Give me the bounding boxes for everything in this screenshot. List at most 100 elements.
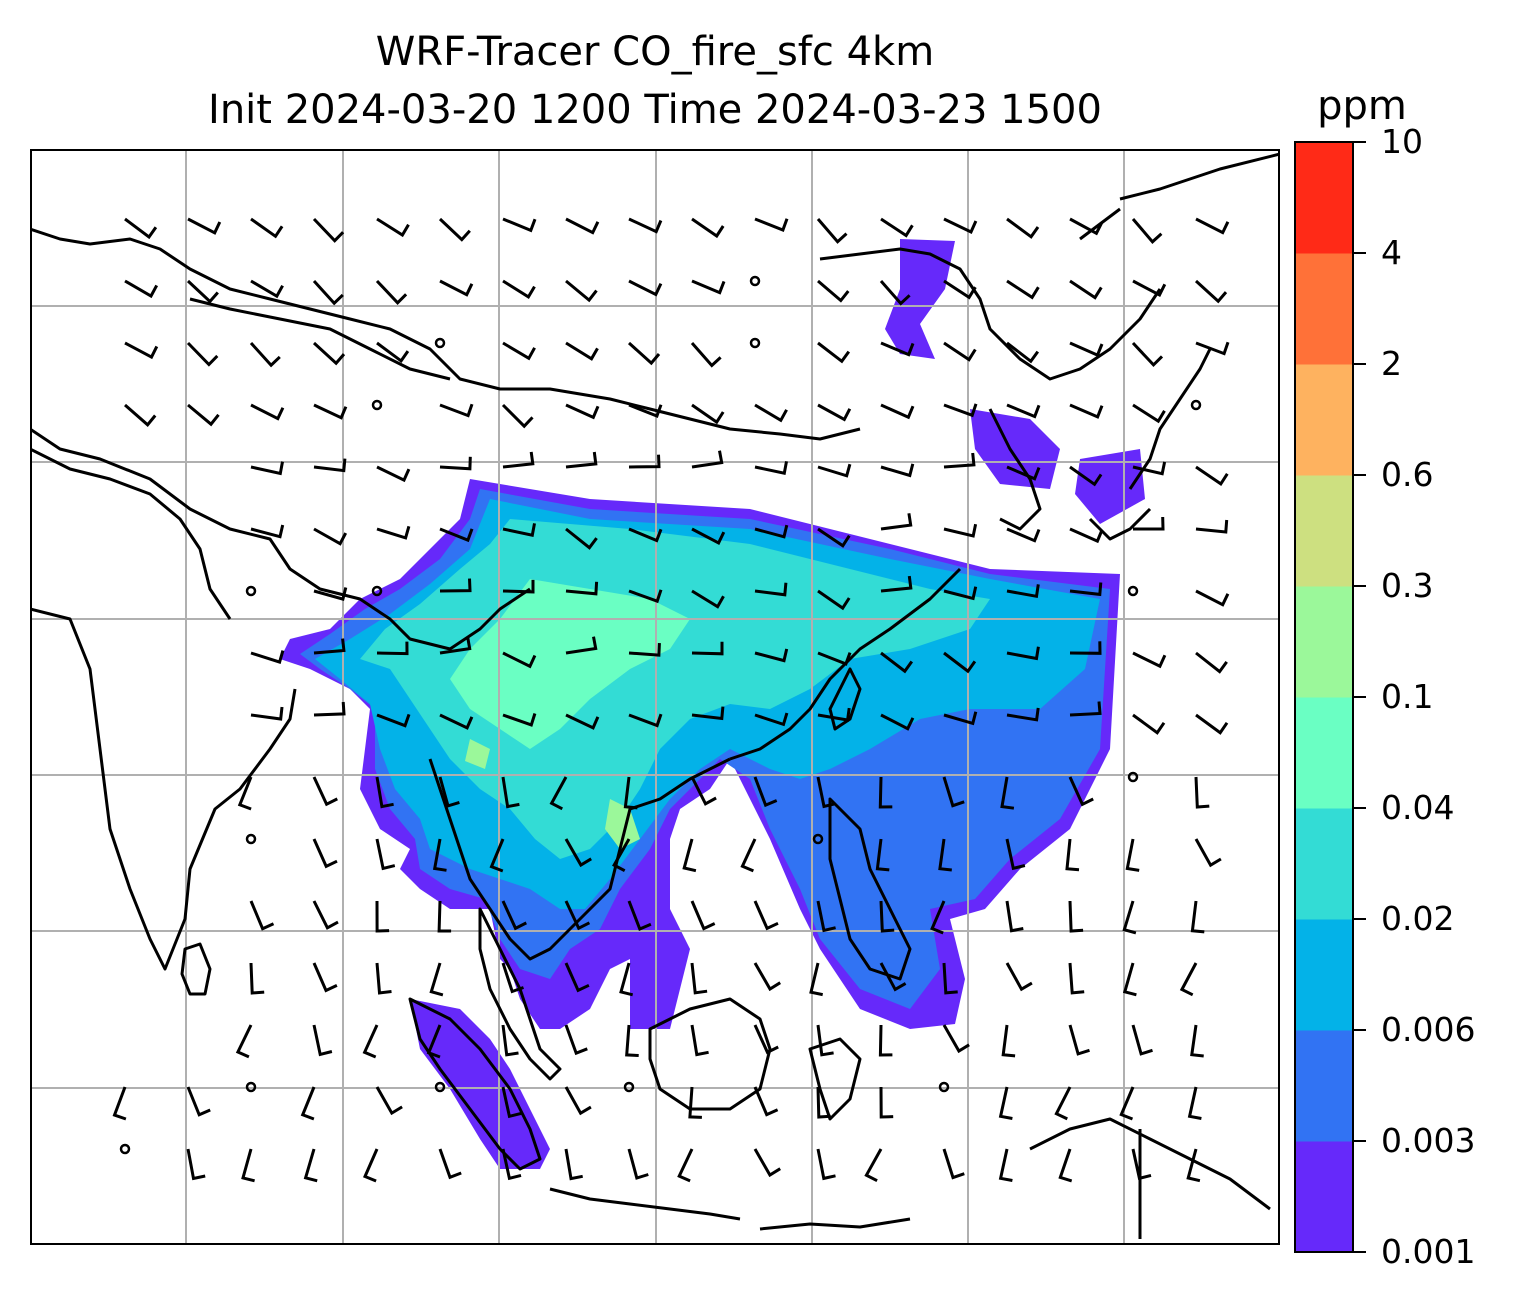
wind-barb — [124, 217, 158, 240]
wind-barb — [817, 403, 852, 422]
wind-barb — [501, 1148, 522, 1181]
wind-barb — [312, 279, 344, 306]
wind-barb — [376, 713, 411, 728]
wind-barb — [313, 638, 346, 655]
wind-barb — [1069, 403, 1104, 419]
colorbar-tick-mark — [1354, 696, 1366, 698]
colorbar-segment — [1295, 697, 1353, 809]
wind-barb — [439, 636, 472, 655]
colorbar-tick-label: 0.1 — [1381, 677, 1434, 716]
wind-barb — [1186, 1148, 1201, 1183]
wind-barb — [691, 527, 726, 545]
wind-barb — [502, 279, 536, 299]
colorbar-tick-label: 0.02 — [1381, 899, 1455, 938]
wind-barb — [124, 403, 157, 427]
colorbar-segment — [1295, 253, 1353, 365]
wind-barb — [1131, 1024, 1153, 1056]
wind-barb — [439, 527, 474, 543]
wind-barb — [1125, 838, 1140, 872]
wind-barb — [432, 838, 447, 872]
wind-barb — [691, 279, 726, 295]
wind-barb — [688, 1086, 702, 1119]
indochina-coast — [428, 757, 731, 961]
wind-barb — [1006, 707, 1040, 722]
wind-barb — [439, 456, 472, 471]
wind-barb — [1068, 1024, 1090, 1056]
co-fire-concentration-field — [280, 239, 1145, 1169]
wind-barb — [438, 217, 471, 242]
wind-barb — [1005, 962, 1033, 992]
colorbar-segment — [1295, 919, 1353, 1031]
wind-barb — [241, 1148, 255, 1183]
wind-barb — [880, 575, 913, 593]
wind-barb — [375, 962, 392, 995]
wind-barb — [1054, 1086, 1072, 1121]
wind-barb — [1131, 218, 1163, 244]
colorbar-tick-label: 0.006 — [1381, 1010, 1476, 1049]
wind-barb — [1122, 962, 1137, 997]
wind-barb — [628, 589, 663, 604]
wind-barb — [112, 1086, 127, 1121]
wind-barb — [249, 341, 281, 368]
wind-barb — [938, 838, 952, 872]
wind-barb — [249, 962, 265, 995]
wind-barb — [501, 403, 534, 429]
wind-barb — [1190, 900, 1205, 934]
russia-china-border — [819, 247, 1162, 381]
wind-barb — [1190, 1024, 1204, 1058]
wind-barb — [1194, 838, 1222, 868]
wind-barb — [627, 341, 661, 366]
wind-barb — [816, 776, 836, 809]
wind-barb — [376, 341, 410, 364]
wind-barb — [439, 279, 474, 297]
wind-barb — [1005, 838, 1026, 871]
wind-barb — [864, 1148, 883, 1183]
wind-barb — [1068, 900, 1084, 933]
wind-barb — [1194, 776, 1210, 809]
wind-barb — [691, 403, 725, 425]
wind-barb — [565, 403, 600, 420]
wind-barb — [1133, 516, 1165, 531]
wind-barb — [754, 712, 789, 727]
wind-barb — [437, 900, 452, 933]
colorbar-tick-mark — [1354, 1140, 1366, 1142]
colorbar — [1294, 141, 1354, 1253]
wind-barb — [565, 713, 600, 730]
wind-barb — [565, 279, 598, 303]
colorbar-tick-mark — [1354, 141, 1366, 143]
wind-barb — [235, 1024, 253, 1059]
wind-barb — [1187, 1086, 1202, 1120]
wind-barb — [237, 776, 253, 811]
wind-barb — [1006, 341, 1040, 364]
plume-0.1-patch-2 — [465, 739, 490, 769]
wind-barb — [1006, 527, 1041, 543]
wind-barb — [249, 900, 275, 931]
wind-barb — [816, 218, 848, 244]
wind-barb — [1005, 900, 1024, 933]
wind-barb — [250, 279, 284, 299]
colorbar-tick-mark — [1354, 807, 1366, 809]
wind-barb — [879, 1086, 894, 1119]
wind-barb — [565, 451, 598, 469]
wind-barb — [124, 279, 159, 299]
wind-barb — [1001, 1024, 1016, 1058]
wind-barb — [376, 465, 411, 483]
wind-barb — [817, 341, 851, 364]
malay-peninsula — [478, 907, 562, 1081]
china-east-coast — [729, 567, 962, 761]
colorbar-tick-label: 0.6 — [1381, 455, 1434, 494]
wind-barb — [565, 341, 599, 361]
wind-barb — [628, 217, 663, 234]
wind-barb — [754, 648, 789, 663]
wind-barb — [186, 341, 219, 367]
sumatra-coast — [408, 997, 542, 1171]
wind-barb — [439, 403, 474, 418]
wind-barb — [362, 1024, 379, 1059]
wind-barb — [1006, 646, 1040, 661]
wind-barb — [438, 1148, 462, 1180]
wind-barb — [1132, 713, 1166, 735]
wind-barb — [502, 651, 537, 669]
wind-barb — [627, 900, 652, 931]
borneo-coast — [648, 997, 772, 1111]
wind-barb — [691, 450, 724, 469]
